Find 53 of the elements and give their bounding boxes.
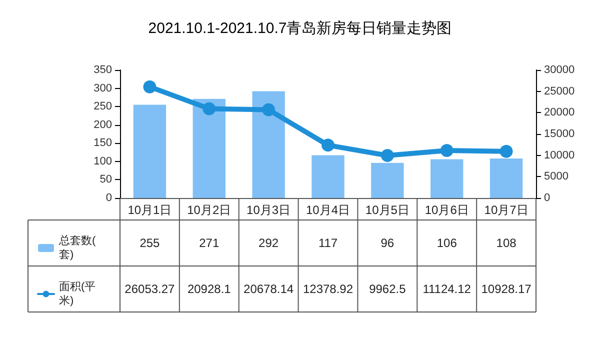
x-tick-label: 10月5日	[365, 203, 410, 217]
chart-title: 2021.10.1-2021.10.7青岛新房每日销量走势图	[148, 20, 452, 37]
y2-tick-label: 5000	[544, 170, 568, 183]
data-label: 9962.5	[369, 282, 406, 296]
point	[262, 103, 276, 116]
point	[143, 80, 156, 94]
bar	[133, 104, 166, 198]
y2-tick-label: 15000	[544, 128, 575, 140]
point	[202, 102, 216, 116]
x-tick-label: 10月7日	[484, 203, 528, 217]
y-tick-label: 100	[94, 155, 112, 168]
y2-tick-label: 10000	[544, 149, 575, 162]
data-label: 20678.14	[244, 282, 294, 296]
point	[380, 148, 394, 162]
legend-label: 总套数(套)	[58, 234, 96, 261]
data-label: 11124.12	[422, 282, 472, 296]
y-tick-label: 0	[106, 192, 112, 204]
y-tick-label: 200	[94, 118, 112, 131]
x-tick-label: 10月1日	[128, 203, 172, 217]
data-label: 106	[436, 236, 458, 250]
y-tick-label: 300	[94, 82, 112, 94]
x-tick-label: 10月4日	[306, 203, 350, 217]
bar	[312, 155, 344, 198]
bar	[371, 162, 404, 198]
y2-tick-label: 20000	[544, 106, 575, 119]
x-tick-label: 10月6日	[424, 203, 469, 217]
data-label: 96	[380, 236, 394, 250]
y-tick-label: 50	[100, 174, 112, 186]
y2-tick-label: 0	[544, 192, 550, 204]
y2-tick-label: 30000	[544, 64, 575, 76]
data-label: 12378.92	[302, 282, 354, 296]
point	[440, 144, 454, 158]
legend-label: 面积(平米)	[59, 281, 96, 307]
data-label: 26053.27	[124, 282, 176, 296]
bar	[430, 159, 464, 198]
y-tick-label: 250	[94, 100, 112, 113]
data-label: 117	[318, 236, 338, 250]
x-tick-label: 10月3日	[246, 203, 291, 217]
data-label: 10928.17	[481, 282, 532, 296]
data-label: 255	[140, 236, 160, 250]
bar	[490, 158, 523, 198]
bar	[192, 98, 226, 198]
data-label: 20928.1	[187, 282, 232, 296]
data-label: 292	[258, 236, 279, 250]
y-tick-label: 150	[94, 137, 112, 150]
y-tick-label: 350	[94, 64, 112, 76]
data-label: 271	[199, 236, 220, 250]
bar	[252, 91, 285, 198]
point	[500, 144, 513, 158]
x-tick-label: 10月2日	[187, 203, 232, 217]
point	[322, 138, 334, 152]
data-label: 108	[496, 236, 517, 250]
y2-tick-label: 25000	[544, 85, 575, 98]
